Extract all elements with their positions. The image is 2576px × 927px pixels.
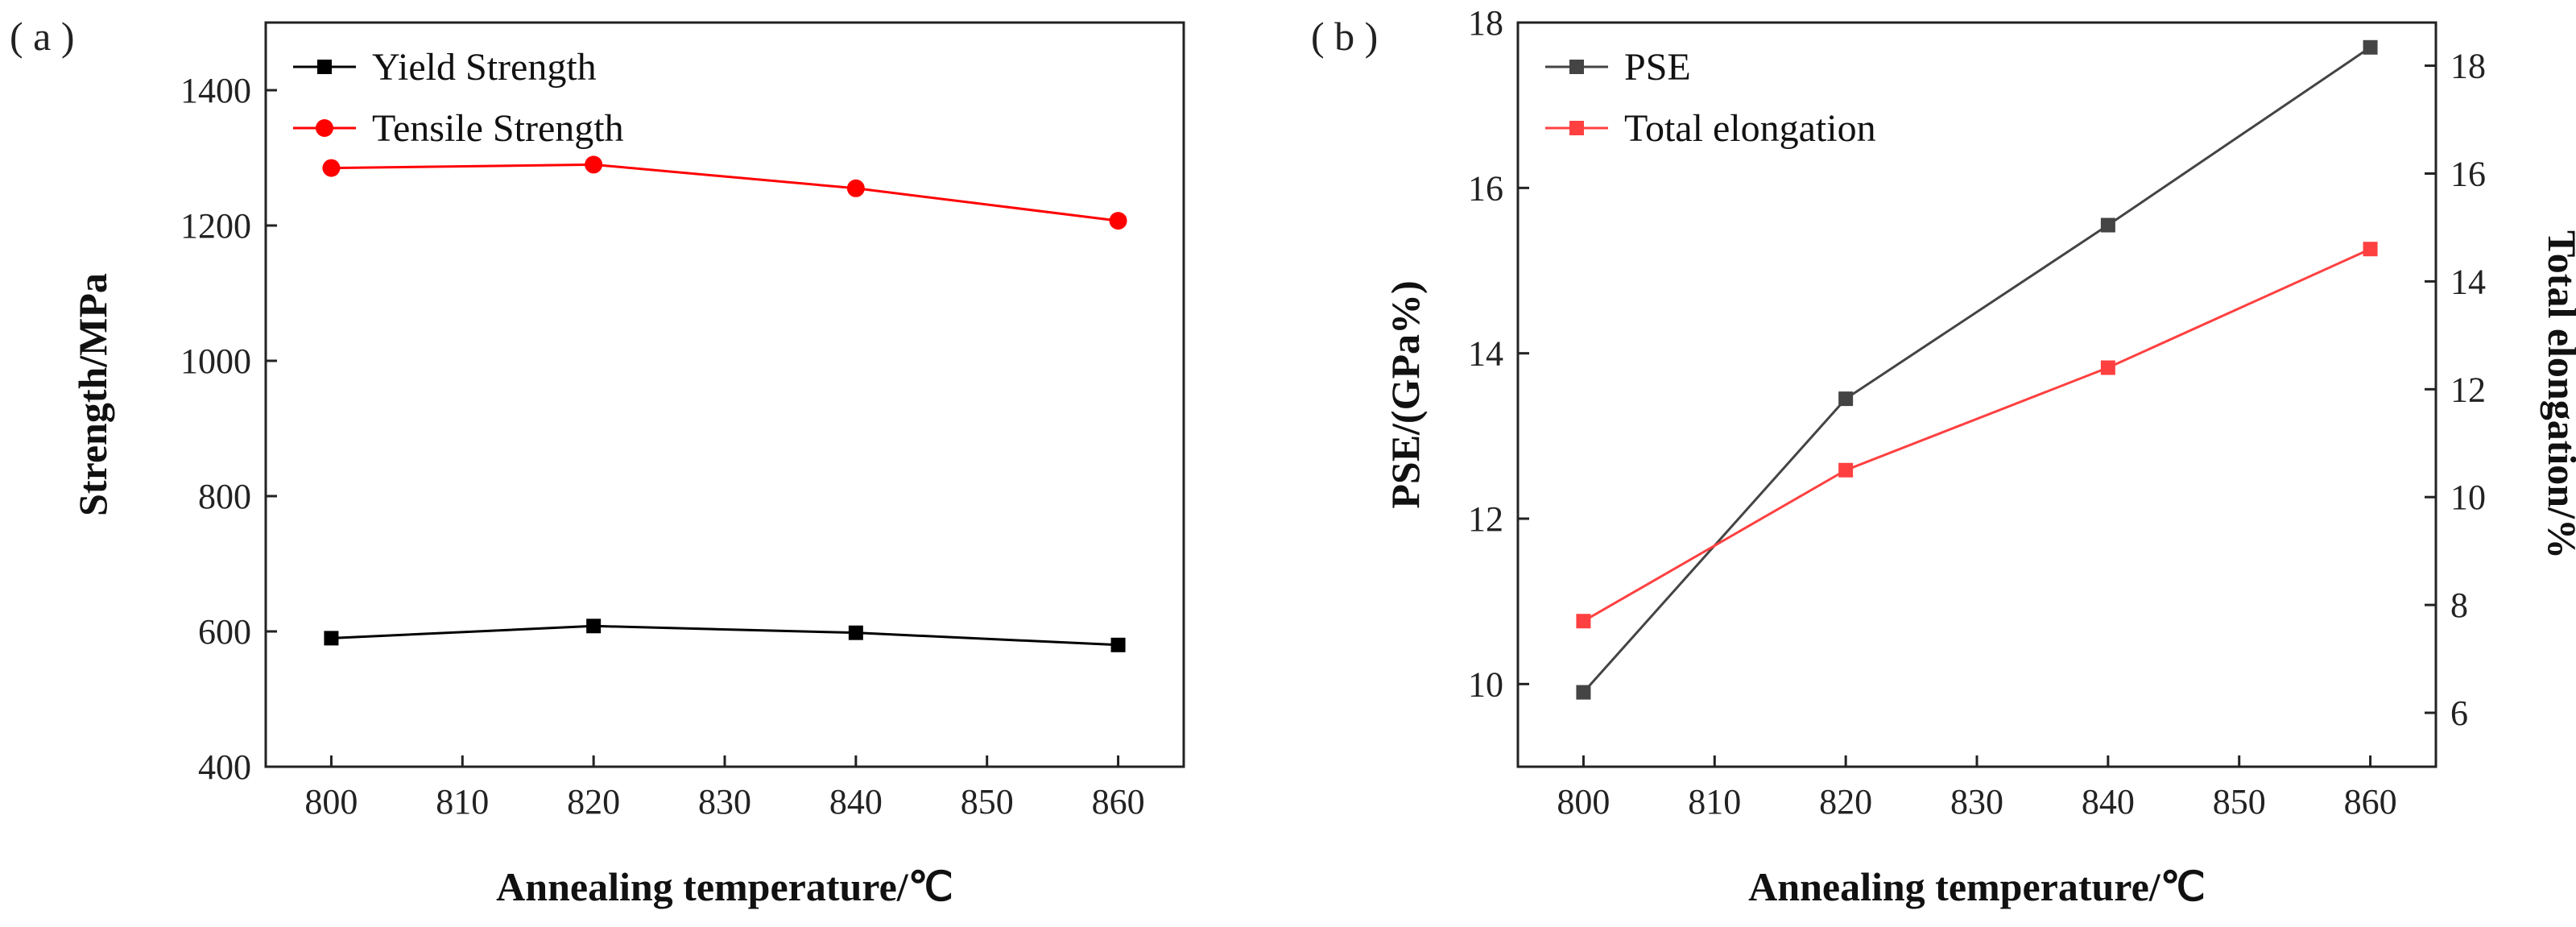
panel-0-tensile-strength-point — [846, 179, 865, 197]
panel-1-x-tick-label: 860 — [2344, 782, 2397, 821]
panel-1-pse-point — [2100, 217, 2115, 233]
panel-a: ( a ) 800 810 820 830 840 850 860 400 600 800 100… — [10, 14, 1185, 909]
panel-0-yield-strength-point — [848, 625, 863, 640]
panel-1-y2-tick-label: 16 — [2450, 154, 2486, 193]
panel-0-legend-yield-strength-label: Yield Strength — [372, 46, 597, 89]
panel-0-legend-tensile-strength-marker — [316, 119, 333, 137]
panel-1-y2-tick-label: 14 — [2450, 262, 2486, 301]
panel-1-y2-tick-label: 6 — [2450, 693, 2468, 733]
panel-1-legend-total-elongation-label: Total elongation — [1624, 107, 1876, 150]
panel-a-y-label: Strength/MPa — [70, 273, 115, 516]
panel-0-x-tick-label: 860 — [1092, 782, 1145, 821]
panel-0-y-tick-label: 1200 — [180, 206, 251, 246]
panel-1-total-elongation-point — [2100, 360, 2115, 375]
panel-1-legend-pse-label: PSE — [1624, 46, 1691, 89]
panel-1-y-tick-label: 18 — [1468, 3, 1503, 43]
panel-0-tensile-strength-point — [322, 159, 341, 177]
panel-b-y-label: PSE/(GPa%) — [1383, 280, 1428, 508]
panel-1-pse-point — [1838, 391, 1854, 407]
panel-1-x-tick-label: 800 — [1557, 782, 1610, 821]
panel-1-x-tick-label: 810 — [1688, 782, 1741, 821]
panel-0-yield-strength-point — [1110, 637, 1126, 652]
panel-b-label: ( b ) — [1311, 14, 1378, 59]
panel-0-x-tick-label: 830 — [698, 782, 751, 821]
panel-b-x-label: Annealing temperature/℃ — [1748, 864, 2206, 909]
panel-1-x-tick-label: 820 — [1819, 782, 1872, 821]
panel-1-total-elongation-point — [1576, 614, 1591, 629]
panel-0-x-tick-label: 800 — [304, 782, 358, 821]
panel-1-pse-point — [1576, 685, 1591, 700]
panel-a-series — [322, 155, 1127, 652]
panel-0-tensile-strength-line — [331, 163, 1118, 222]
panel-1-y-tick-label: 10 — [1468, 664, 1503, 704]
panel-1-y-tick-label: 12 — [1468, 499, 1503, 539]
panel-0-x-tick-label: 840 — [829, 782, 883, 821]
panel-0-tensile-strength-point — [585, 155, 603, 174]
panel-1-legend-pse-marker — [1569, 60, 1584, 74]
panel-0-y-tick-label: 1000 — [180, 341, 251, 381]
panel-b-series — [1576, 39, 2378, 700]
panel-b-y-axis-right: 6 8 10 12 14 16 18 — [2425, 47, 2486, 733]
panel-0-yield-strength-line — [331, 624, 1118, 647]
panel-a-legend: Yield Strength Tensile Strength — [293, 46, 624, 150]
panel-1-y-tick-label: 16 — [1468, 168, 1503, 208]
panel-1-y2-tick-label: 8 — [2450, 586, 2468, 625]
panel-0-x-tick-label: 820 — [567, 782, 620, 821]
panel-a-y-axis: 400 600 800 1000 1200 1400 — [180, 71, 277, 787]
panel-1-legend-total-elongation-marker — [1569, 121, 1584, 135]
panel-1-pse-point — [2363, 39, 2378, 55]
panel-b-y-axis-left: 10 12 14 16 18 — [1468, 3, 1529, 704]
panel-1-x-tick-label: 830 — [1950, 782, 2003, 821]
panel-1-y-tick-label: 14 — [1468, 334, 1503, 374]
panel-0-tensile-strength-point — [1109, 212, 1127, 230]
panel-0-x-tick-label: 850 — [961, 782, 1014, 821]
panel-0-y-tick-label: 800 — [198, 477, 251, 516]
panel-1-y2-tick-label: 18 — [2450, 47, 2486, 86]
panel-1-x-tick-label: 850 — [2213, 782, 2266, 821]
panel-0-yield-strength-point — [586, 619, 602, 634]
panel-0-y-tick-label: 400 — [198, 747, 251, 787]
panel-a-x-label: Annealing temperature/℃ — [496, 864, 953, 909]
panel-0-x-tick-label: 810 — [436, 782, 489, 821]
panel-1-total-elongation-point — [1838, 462, 1854, 478]
panel-1-total-elongation-line — [1582, 247, 2371, 623]
panel-1-y2-tick-label: 12 — [2450, 370, 2486, 409]
panel-a-x-axis: 800 810 820 830 840 850 860 — [304, 755, 1145, 821]
panel-0-legend-tensile-strength-label: Tensile Strength — [372, 107, 624, 150]
panel-0-yield-strength-point — [324, 631, 339, 646]
panel-1-total-elongation-point — [2363, 242, 2378, 257]
panel-1-x-tick-label: 840 — [2082, 782, 2135, 821]
panel-0-y-tick-label: 1400 — [180, 71, 251, 110]
panel-a-label: ( a ) — [10, 14, 75, 59]
panel-0-legend-yield-strength-marker — [317, 60, 332, 74]
panel-0-y-tick-label: 600 — [198, 612, 251, 652]
panel-b-legend: PSE Total elongation — [1545, 46, 1876, 150]
panel-1-y2-tick-label: 10 — [2450, 478, 2486, 517]
panel-b-x-axis: 800 810 820 830 840 850 860 — [1557, 755, 2397, 821]
panel-b-y2-label: Total elongation/% — [2540, 230, 2576, 559]
